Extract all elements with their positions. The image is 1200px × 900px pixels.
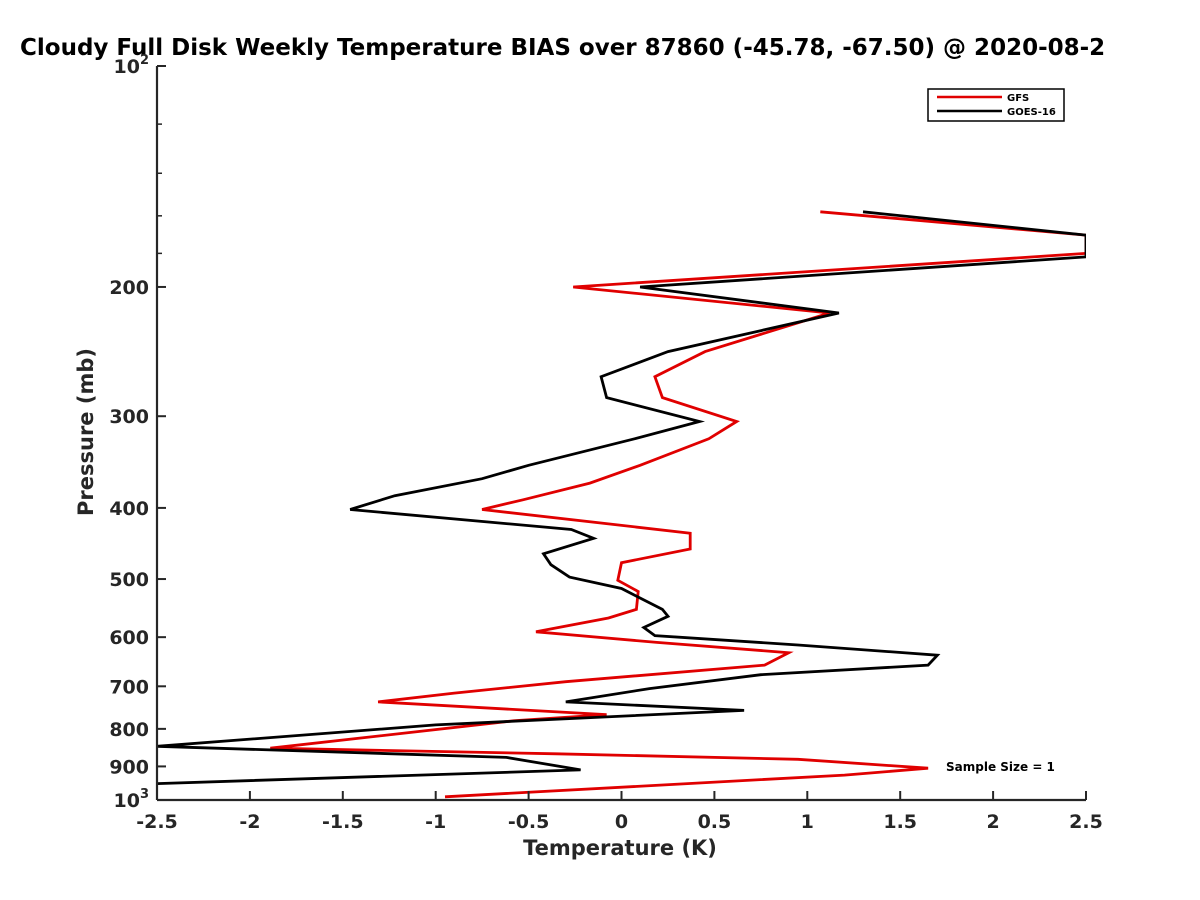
x-tick-label-4: -0.5 [508, 811, 550, 833]
y-tick-label-0: 102 [114, 53, 150, 78]
y-tick-label-6: 700 [109, 676, 149, 698]
x-axis-label: Temperature (K) [523, 836, 717, 860]
series-line-gfs [270, 210, 1086, 799]
x-tick-label-6: 0.5 [698, 811, 732, 833]
x-tick-label-10: 2.5 [1069, 811, 1103, 833]
y-tick-label-2: 300 [109, 406, 149, 428]
x-tick-label-9: 2 [986, 811, 999, 833]
x-tick-label-2: -1.5 [322, 811, 364, 833]
x-tick-label-3: -1 [425, 811, 446, 833]
y-tick-label-1: 200 [109, 277, 149, 299]
x-tick-label-7: 1 [801, 811, 814, 833]
x-tick-label-5: 0 [615, 811, 628, 833]
axes: -2.5 -2 -1.5 -1 -0.5 0 0.5 1 1.5 2 2.5 102 200 300 400… [109, 53, 1103, 833]
y-tick-label-7: 800 [109, 719, 149, 741]
y-tick-label-8: 900 [109, 756, 149, 778]
series-line-goes16 [157, 210, 1086, 785]
y-tick-label-9: 103 [114, 787, 150, 812]
legend-label-gfs: GFS [1007, 93, 1029, 104]
x-tick-label-0: -2.5 [136, 811, 178, 833]
y-tick-label-5: 600 [109, 627, 149, 649]
chart-title: Cloudy Full Disk Weekly Temperature BIAS… [20, 35, 1105, 61]
y-tick-label-4: 500 [109, 569, 149, 591]
x-tick-label-1: -2 [239, 811, 260, 833]
legend-box [927, 88, 1065, 122]
y-tick-label-3: 400 [109, 498, 149, 520]
y-axis-label: Pressure (mb) [74, 348, 98, 516]
sample-size-annotation: Sample Size = 1 [946, 760, 1055, 774]
x-tick-label-8: 1.5 [883, 811, 917, 833]
legend: GFS GOES-16 [927, 88, 1065, 122]
legend-label-goes16: GOES-16 [1007, 107, 1056, 118]
